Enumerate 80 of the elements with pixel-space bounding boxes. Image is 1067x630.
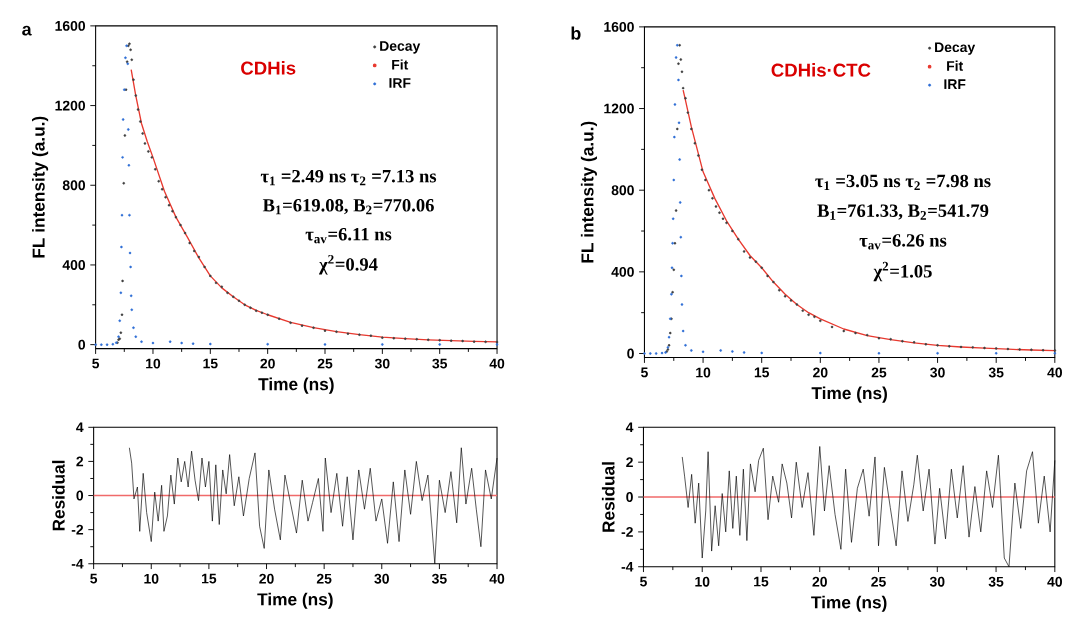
y-tick-label: 400 <box>62 260 86 271</box>
x-tick-label: 10 <box>144 574 159 584</box>
x-tick-label: 30 <box>374 574 389 584</box>
annotation: χ$^{2}$=0.94 <box>319 255 378 275</box>
x-tick-label: 10 <box>695 577 710 587</box>
legend-label: Fit <box>947 60 964 72</box>
y-tick-label: 1600 <box>55 21 86 32</box>
y-tick-label: 4 <box>625 422 634 433</box>
x-tick-label: 10 <box>146 358 161 369</box>
annotation: τ$_{av}$=6.11 ns <box>305 228 392 244</box>
y-tick-label: 1200 <box>55 100 86 111</box>
x-tick-label: 25 <box>317 358 333 369</box>
x-tick-label: 30 <box>374 358 390 369</box>
x-tick-label: 20 <box>259 574 274 584</box>
x-axis-title: Time (ns) <box>811 386 887 403</box>
x-tick-label: 20 <box>260 358 275 369</box>
y-tick-label: 800 <box>62 180 86 191</box>
annotation: χ$^{2}$=1.05 <box>873 262 932 282</box>
x-tick-label: 25 <box>871 367 887 378</box>
x-tick-label: 5 <box>640 577 647 587</box>
x-tick-label: 40 <box>489 574 505 584</box>
x-tick-label: 25 <box>316 574 332 584</box>
x-tick-label: 35 <box>988 577 1004 587</box>
x-tick-label: 40 <box>489 358 505 369</box>
x-tick-label: 40 <box>1047 367 1062 378</box>
y-axis-title: Residual <box>52 461 65 531</box>
y-tick-label: 0 <box>78 339 86 350</box>
x-axis-title: Time (ns) <box>811 596 887 613</box>
point <box>100 343 103 347</box>
x-tick-label: 5 <box>641 367 648 378</box>
x-tick-label: 15 <box>203 358 218 369</box>
legend-label: IRF <box>944 79 966 90</box>
annotation: τ$_{av}$=6.26 ns <box>859 234 947 250</box>
y-tick-label: -2 <box>71 525 84 535</box>
legend-label: IRF <box>389 78 411 88</box>
y-tick-label: 2 <box>626 457 633 468</box>
x-tick-label: 35 <box>431 574 447 584</box>
x-tick-label: 40 <box>1047 577 1063 587</box>
x-tick-label: 15 <box>754 577 769 587</box>
x-tick-label: 30 <box>929 577 945 587</box>
x-tick-label: 35 <box>432 358 448 369</box>
legend-label: Fit <box>392 59 409 70</box>
x-tick-label: 5 <box>92 358 100 369</box>
annotation: CDHis <box>241 61 296 75</box>
y-axis-title: Residual <box>601 462 615 533</box>
annotation: τ$_{1}$ =3.05 ns τ$_{2}$ =7.98 ns <box>815 174 991 191</box>
annotation: B$_{1}$=761.33, B$_{2}$=541.79 <box>817 204 989 220</box>
annotation: B$_{1}$=619.08, B$_{2}$=770.06 <box>262 199 434 215</box>
y-tick-label: -4 <box>621 562 634 572</box>
y-tick-label: 0 <box>627 348 634 359</box>
y-tick-label: 1600 <box>604 22 634 33</box>
y-tick-label: 2 <box>76 456 84 467</box>
y-tick-label: -4 <box>71 559 84 569</box>
x-tick-label: 15 <box>754 367 770 378</box>
chart-title: a <box>22 26 32 36</box>
x-tick-label: 35 <box>988 367 1004 378</box>
x-tick-label: 20 <box>813 367 828 378</box>
annotation: τ$_{1}$ =2.49 ns τ$_{2}$ =7.13 ns <box>260 170 437 186</box>
legend-label: Decay <box>935 42 976 56</box>
x-tick-label: 10 <box>696 367 711 378</box>
y-tick-label: 800 <box>611 185 634 196</box>
x-tick-label: 25 <box>871 577 886 587</box>
y-axis-title: FL intensity (a.u.) <box>580 121 597 263</box>
y-axis-title: FL intensity (a.u.) <box>32 116 49 258</box>
y-tick-label: 0 <box>626 492 633 503</box>
chart-title: b <box>571 26 581 41</box>
y-tick-label: -2 <box>621 527 633 538</box>
x-tick-label: 15 <box>202 574 217 584</box>
x-tick-label: 20 <box>812 577 827 587</box>
legend-label: Decay <box>380 41 421 54</box>
y-tick-label: 400 <box>611 267 634 278</box>
x-axis-title: Time (ns) <box>258 377 334 394</box>
point <box>438 343 441 346</box>
y-tick-label: 1200 <box>604 103 634 114</box>
x-axis-title: Time (ns) <box>257 593 333 610</box>
x-tick-label: 5 <box>90 574 98 584</box>
y-tick-label: 4 <box>76 422 84 433</box>
y-tick-label: 0 <box>76 490 84 501</box>
x-tick-label: 30 <box>930 367 945 378</box>
annotation: CDHis·CTC <box>771 63 871 77</box>
